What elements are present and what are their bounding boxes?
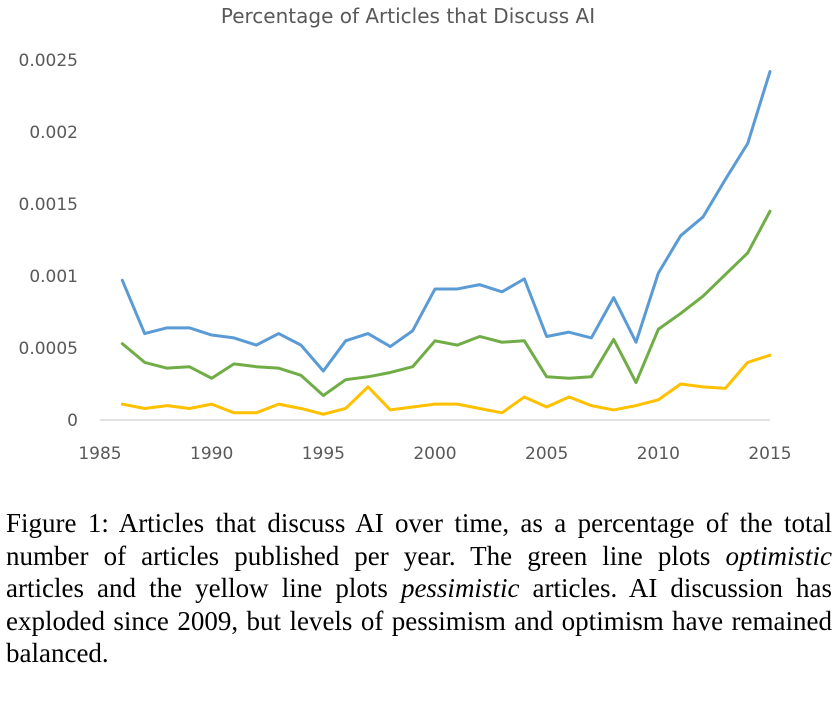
x-tick-label: 1995 — [302, 444, 345, 464]
x-tick-label: 2000 — [413, 444, 456, 464]
y-tick-label: 0 — [67, 411, 78, 431]
y-tick-label: 0.002 — [29, 123, 78, 143]
y-tick-label: 0.0025 — [19, 51, 78, 71]
series-lines — [120, 70, 772, 416]
caption-optimistic-word: optimistic — [725, 540, 833, 571]
line-chart: Percentage of Articles that Discuss AI 0… — [19, 4, 792, 464]
caption-pessimistic-word: pessimistic — [400, 573, 520, 603]
y-tick-label: 0.0005 — [19, 339, 78, 359]
y-axis-ticks: 0 0.0005 0.001 0.0015 0.002 0.0025 — [19, 51, 78, 431]
y-tick-label: 0.001 — [29, 267, 78, 287]
series-line-total — [120, 70, 772, 373]
chart-title: Percentage of Articles that Discuss AI — [221, 4, 595, 28]
caption-prefix: Figure 1: Articles that discuss AI over … — [6, 508, 832, 571]
chart-area: Percentage of Articles that Discuss AI 0… — [19, 4, 792, 464]
x-tick-label: 1990 — [190, 444, 233, 464]
figure-caption: Figure 1: Articles that discuss AI over … — [6, 507, 832, 670]
x-tick-label: 2015 — [748, 444, 791, 464]
x-tick-label: 2005 — [525, 444, 568, 464]
x-tick-label: 1985 — [78, 444, 121, 464]
series-line-optimistic — [120, 209, 772, 398]
caption-suffix: articles. AI discussion has exploded sin… — [6, 573, 832, 668]
x-axis: 1985 1990 1995 2000 2005 2010 2015 — [78, 419, 792, 464]
y-tick-label: 0.0015 — [19, 195, 78, 215]
series-line-pessimistic — [120, 353, 772, 416]
x-tick-label: 2010 — [637, 444, 680, 464]
caption-middle: articles and the yellow line plots — [6, 573, 401, 603]
